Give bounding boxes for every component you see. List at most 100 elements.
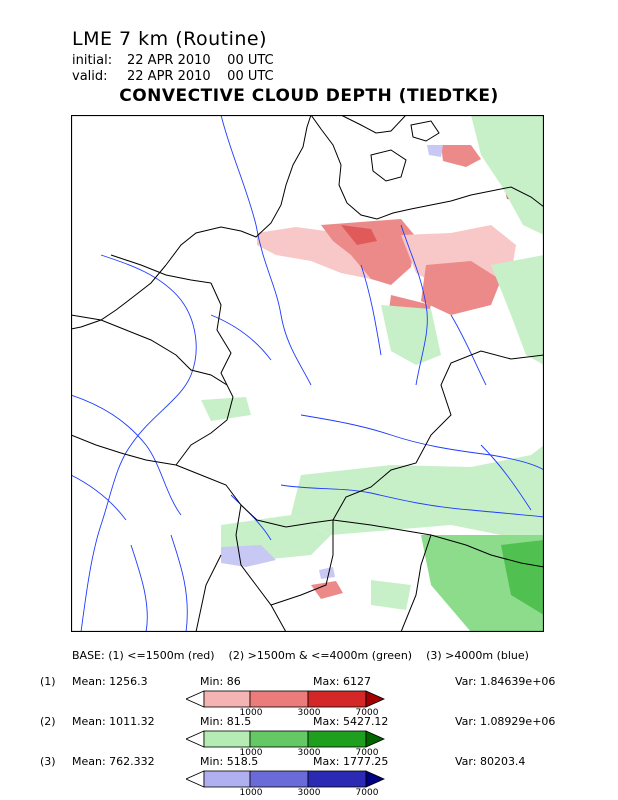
variance-value: Var: 1.84639e+06 — [455, 675, 556, 688]
valid-time: 22 APR 2010 00 UTC — [127, 69, 274, 84]
coastline-segment — [340, 115, 407, 134]
coastline-segment — [370, 149, 407, 182]
shading-patch — [421, 261, 501, 315]
tick-label: 1000 — [239, 788, 263, 798]
shading-patch — [341, 225, 377, 245]
valid-label: valid: — [72, 69, 108, 84]
shading-patch — [371, 580, 411, 610]
shading-patch — [427, 145, 443, 157]
border-line — [175, 464, 334, 528]
river-line — [450, 314, 487, 386]
coastline — [71, 115, 544, 330]
bar-arrow-right — [365, 770, 385, 788]
bar-arrow-right — [365, 690, 385, 708]
tick-label: 7000 — [355, 708, 379, 718]
border-line — [71, 434, 177, 466]
river-line — [360, 264, 382, 356]
mean-value: Mean: 762.332 — [72, 755, 155, 768]
legend-row-red: (1) Mean: 1256.3 Min: 86 Max: 6127 Var: … — [0, 675, 618, 718]
legend-row-green: (2) Mean: 1011.32 Min: 81.5 Max: 5427.12… — [0, 715, 618, 758]
shading-patch — [381, 305, 441, 365]
border-line — [270, 604, 287, 632]
map-frame — [71, 115, 544, 632]
bar-arrow-left — [186, 690, 205, 708]
bar-segment — [249, 770, 309, 788]
tick-label: 3000 — [297, 788, 321, 798]
bar-arrow-left — [186, 770, 205, 788]
shading-patch — [321, 219, 416, 285]
river-line — [80, 254, 197, 632]
shading-patch — [221, 545, 276, 567]
coastline-segment — [410, 120, 440, 142]
color-bar — [186, 770, 385, 788]
bar-segment — [203, 730, 251, 748]
shading-patch — [319, 567, 335, 579]
color-bar — [186, 730, 385, 748]
shading-patch — [471, 115, 544, 235]
border-line — [332, 350, 544, 521]
tick-label: 7000 — [355, 788, 379, 798]
river-line — [480, 444, 532, 511]
model-title: LME 7 km (Routine) — [72, 28, 268, 50]
tick-label: 3000 — [297, 748, 321, 758]
river-line — [210, 314, 272, 361]
legend-index: (3) — [40, 755, 56, 768]
river-line — [170, 534, 188, 632]
initial-time: 22 APR 2010 00 UTC — [127, 53, 274, 68]
border-line — [195, 554, 222, 632]
border-line — [71, 314, 228, 386]
max-value: Max: 6127 — [313, 675, 371, 688]
max-value: Max: 5427.12 — [313, 715, 389, 728]
tick-label: 7000 — [355, 748, 379, 758]
tick-label: 3000 — [297, 708, 321, 718]
river-line — [130, 544, 148, 632]
shading-patch — [311, 581, 343, 599]
river-line — [400, 224, 428, 386]
country-borders — [71, 254, 544, 632]
bar-segment — [307, 730, 367, 748]
mean-value: Mean: 1256.3 — [72, 675, 148, 688]
bar-segment — [203, 770, 251, 788]
variance-value: Var: 1.08929e+06 — [455, 715, 556, 728]
border-line — [110, 254, 212, 284]
river-line — [71, 394, 182, 516]
bar-segment — [203, 690, 251, 708]
color-bar — [186, 690, 385, 708]
initial-label: initial: — [72, 53, 113, 68]
min-value: Min: 86 — [200, 675, 241, 688]
shading-patch — [501, 540, 544, 615]
river-line — [300, 414, 544, 471]
border-line — [400, 534, 432, 632]
bar-arrow-left — [186, 730, 205, 748]
min-value: Min: 518.5 — [200, 755, 259, 768]
bar-segment — [249, 690, 309, 708]
weather-map — [71, 115, 544, 632]
shading-patch — [201, 397, 251, 421]
legend-index: (1) — [40, 675, 56, 688]
base-legend-text: BASE: (1) <=1500m (red) (2) >1500m & <=4… — [72, 649, 529, 662]
chart-title: CONVECTIVE CLOUD DEPTH (TIEDTKE) — [119, 86, 499, 106]
legend-index: (2) — [40, 715, 56, 728]
max-value: Max: 1777.25 — [313, 755, 389, 768]
min-value: Min: 81.5 — [200, 715, 252, 728]
mean-value: Mean: 1011.32 — [72, 715, 155, 728]
tick-label: 1000 — [239, 708, 263, 718]
river-line — [220, 115, 312, 386]
coastline-segment — [71, 264, 167, 330]
border-line — [332, 519, 544, 568]
river-line — [71, 474, 127, 521]
tick-label: 1000 — [239, 748, 263, 758]
bar-segment — [307, 770, 367, 788]
shading-patch — [291, 445, 544, 535]
coastline-segment — [165, 115, 312, 266]
shading-patch — [441, 145, 481, 167]
convective-depth-shading — [201, 115, 544, 632]
bar-segment — [249, 730, 309, 748]
river-line — [280, 484, 544, 518]
legend-row-blue: (3) Mean: 762.332 Min: 518.5 Max: 1777.2… — [0, 755, 618, 798]
bar-arrow-right — [365, 730, 385, 748]
coastline-segment — [310, 115, 544, 220]
variance-value: Var: 80203.4 — [455, 755, 526, 768]
bar-segment — [307, 690, 367, 708]
shading-patch — [491, 255, 544, 365]
